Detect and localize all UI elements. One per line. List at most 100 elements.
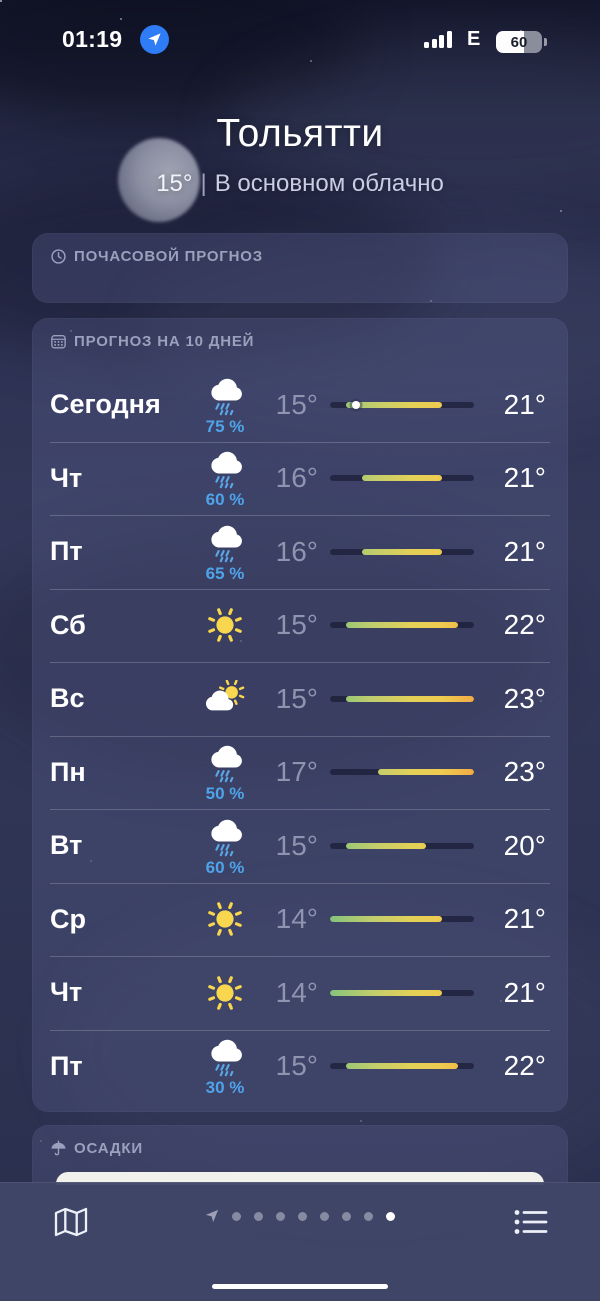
precipitation-map-preview[interactable] xyxy=(56,1172,544,1185)
low-temp: 14° xyxy=(275,903,318,935)
low-temp: 15° xyxy=(275,1050,318,1082)
high-temp: 22° xyxy=(503,1050,546,1082)
rain-cloud-icon: 30 % xyxy=(192,1034,258,1098)
forecast-day-row[interactable]: Чт 60 % 16° 21° xyxy=(32,441,568,516)
forecast-day-row[interactable]: Пт 30 % 15° 22° xyxy=(32,1029,568,1104)
low-temp: 15° xyxy=(275,609,318,641)
page-dot[interactable] xyxy=(232,1211,241,1221)
background-stars xyxy=(0,0,2,2)
current-temp-dot xyxy=(352,400,360,409)
background-cloud xyxy=(0,0,360,120)
current-conditions: 15° | В основном облачно xyxy=(0,170,600,198)
forecast-day-row[interactable]: Чт 14° 21° xyxy=(32,956,568,1030)
rain-cloud-icon: 60 % xyxy=(192,814,258,878)
precip-probability: 30 % xyxy=(205,1078,245,1098)
page-control[interactable] xyxy=(0,1209,600,1223)
forecast-day-row[interactable]: Ср 14° 21° xyxy=(32,882,568,957)
precipitation-card[interactable]: ОСАДКИ xyxy=(32,1125,568,1185)
page-dot-active[interactable] xyxy=(386,1211,395,1221)
high-temp: 23° xyxy=(503,682,546,714)
page-dot[interactable] xyxy=(342,1211,351,1221)
day-label: Пт xyxy=(50,1050,83,1081)
precipitation-header: ОСАДКИ xyxy=(32,1125,568,1166)
sun-icon xyxy=(192,972,258,1014)
hourly-forecast-card[interactable]: ПОЧАСОВОЙ ПРОГНОЗ xyxy=(32,233,568,303)
page-dot[interactable] xyxy=(298,1211,307,1221)
rain-cloud-icon: 50 % xyxy=(192,740,258,804)
precip-probability: 75 % xyxy=(205,416,245,436)
temp-range-bar xyxy=(330,1063,474,1070)
low-temp: 15° xyxy=(275,829,318,861)
temp-range-bar xyxy=(330,989,474,996)
high-temp: 20° xyxy=(503,829,546,861)
ten-day-forecast-title: ПРОГНОЗ НА 10 ДНЕЙ xyxy=(74,333,255,350)
home-indicator[interactable] xyxy=(212,1284,388,1289)
sun-behind-cloud-icon xyxy=(192,679,258,718)
precip-probability: 65 % xyxy=(205,563,245,583)
high-temp: 21° xyxy=(503,903,546,935)
day-label: Пт xyxy=(50,536,83,567)
hourly-forecast-header: ПОЧАСОВОЙ ПРОГНОЗ xyxy=(32,233,568,274)
umbrella-icon xyxy=(51,1140,66,1156)
clock-icon xyxy=(51,249,66,264)
day-label: Чт xyxy=(50,977,83,1008)
sun-icon xyxy=(192,604,258,646)
location-page-icon[interactable] xyxy=(205,1209,219,1223)
battery-nub xyxy=(544,38,547,46)
calendar-icon xyxy=(51,335,66,349)
forecast-day-row[interactable]: Вт 60 % 15° 20° xyxy=(32,809,568,883)
forecast-day-row[interactable]: Пт 65 % 16° 21° xyxy=(32,515,568,589)
low-temp: 16° xyxy=(275,462,318,494)
locations-list-button[interactable] xyxy=(510,1203,552,1241)
hourly-forecast-title: ПОЧАСОВОЙ ПРОГНОЗ xyxy=(74,248,263,265)
forecast-rows: Сегодня 75 % 15° 21° Чт 60 % 16° 21° xyxy=(32,368,568,1103)
temp-range-bar xyxy=(330,916,474,923)
forecast-day-row[interactable]: Сб 15° 22° xyxy=(32,588,568,663)
condition-label: В основном облачно xyxy=(214,170,444,197)
temp-range-bar xyxy=(330,622,474,629)
forecast-day-row[interactable]: Сегодня 75 % 15° 21° xyxy=(32,368,568,442)
ten-day-forecast-header: ПРОГНОЗ НА 10 ДНЕЙ xyxy=(32,318,568,359)
forecast-day-row[interactable]: Вс 15° 23° xyxy=(32,662,568,736)
current-temp: 15° xyxy=(156,170,193,197)
low-temp: 16° xyxy=(275,535,318,567)
precip-probability: 60 % xyxy=(205,490,245,510)
precipitation-title: ОСАДКИ xyxy=(74,1140,143,1157)
temp-range-bar xyxy=(330,548,474,555)
high-temp: 21° xyxy=(503,976,546,1008)
rain-cloud-icon: 60 % xyxy=(192,446,258,510)
high-temp: 21° xyxy=(503,535,546,567)
temp-range-bar xyxy=(330,475,474,482)
location-active-icon xyxy=(140,25,169,54)
sun-icon xyxy=(192,898,258,940)
high-temp: 21° xyxy=(503,462,546,494)
day-label: Сегодня xyxy=(50,389,161,420)
temp-range-bar xyxy=(330,842,474,849)
precip-probability: 50 % xyxy=(205,784,245,804)
map-icon xyxy=(54,1207,88,1237)
page-dot[interactable] xyxy=(364,1211,373,1221)
low-temp: 15° xyxy=(275,388,318,420)
high-temp: 21° xyxy=(503,388,546,420)
day-label: Пн xyxy=(50,756,86,787)
page-dot[interactable] xyxy=(254,1211,263,1221)
day-label: Вт xyxy=(50,830,83,861)
low-temp: 15° xyxy=(275,682,318,714)
rain-cloud-icon: 75 % xyxy=(192,373,258,437)
rain-cloud-icon: 65 % xyxy=(192,520,258,584)
battery-percent: 60 xyxy=(510,33,528,51)
forecast-day-row[interactable]: Пн 50 % 17° 23° xyxy=(32,735,568,810)
map-button[interactable] xyxy=(50,1203,92,1241)
list-icon xyxy=(514,1210,548,1234)
high-temp: 23° xyxy=(503,756,546,788)
signal-strength-icon xyxy=(424,31,452,48)
low-temp: 14° xyxy=(275,976,318,1008)
day-label: Ср xyxy=(50,903,86,934)
ten-day-forecast-card: ПРОГНОЗ НА 10 ДНЕЙ Сегодня 75 % 15° 21° … xyxy=(32,318,568,1112)
clock-time: 01:19 xyxy=(62,26,123,52)
page-dot[interactable] xyxy=(320,1211,329,1221)
day-label: Вс xyxy=(50,683,85,714)
temp-range-bar xyxy=(330,695,474,702)
status-bar: 01:19 E 60 xyxy=(0,24,600,60)
page-dot[interactable] xyxy=(276,1211,285,1221)
